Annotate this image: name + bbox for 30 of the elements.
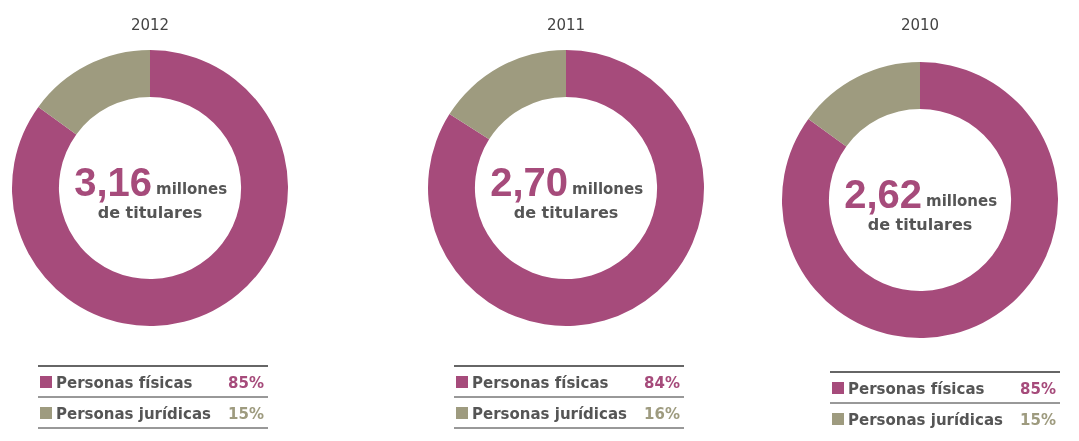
data-label: 15% — [228, 405, 264, 423]
data-label: 15% — [1020, 411, 1056, 429]
text: millones — [572, 180, 644, 198]
legend-label: Personas físicas — [472, 374, 609, 392]
data-label: 85% — [1020, 380, 1056, 398]
data-label: 85% — [228, 374, 264, 392]
text: de titulares — [867, 215, 973, 234]
chart-title: 2012 — [130, 16, 170, 34]
data-label: 84% — [644, 374, 680, 392]
data-label: 16% — [644, 405, 680, 423]
text: 2,62 — [844, 172, 922, 216]
legend-label: Personas jurídicas — [848, 411, 1003, 429]
donut-slice — [782, 62, 1058, 338]
text: millones — [926, 192, 998, 210]
donut-slice — [38, 50, 150, 135]
text: 3,16 — [74, 160, 152, 204]
donut-slice — [428, 50, 704, 326]
text: de titulares — [97, 203, 203, 222]
legend-label: Personas físicas — [848, 380, 985, 398]
chart-title: 2010 — [900, 16, 940, 34]
donut-slice — [449, 50, 566, 140]
donut-slice — [808, 62, 920, 147]
legend-label: Personas jurídicas — [472, 405, 627, 423]
legend-label: Personas físicas — [56, 374, 193, 392]
text: de titulares — [513, 203, 619, 222]
text: 2,70 — [490, 160, 568, 204]
donut-slice — [12, 50, 288, 326]
legend-label: Personas jurídicas — [56, 405, 211, 423]
chart-title: 2011 — [546, 16, 586, 34]
text: millones — [156, 180, 228, 198]
